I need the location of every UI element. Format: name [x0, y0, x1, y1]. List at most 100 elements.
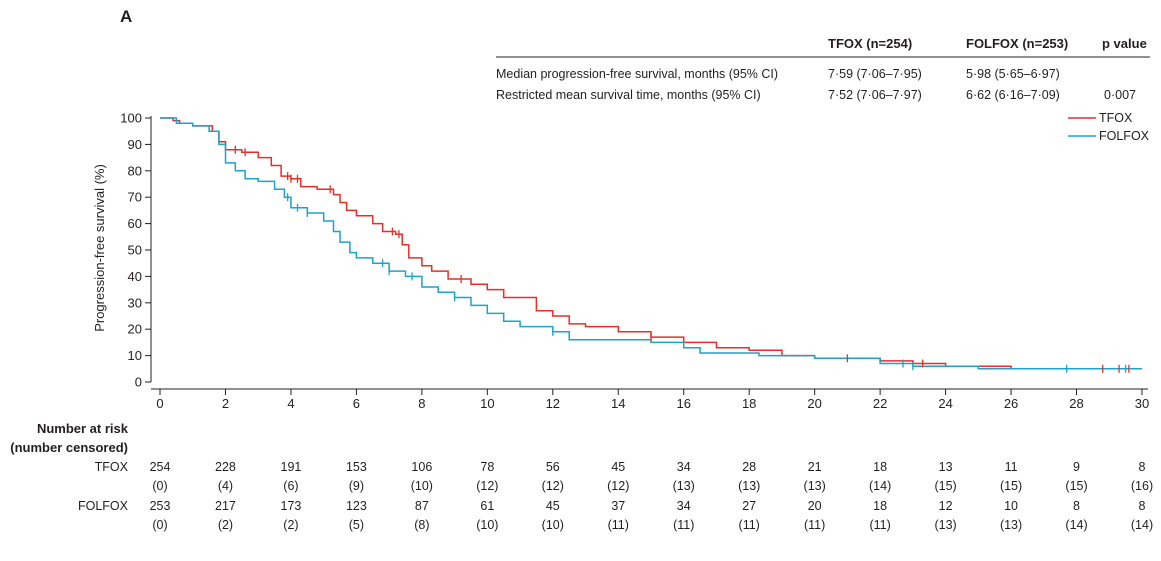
risk-censored-tfox: (12) — [476, 479, 498, 493]
y-tick-label: 0 — [135, 375, 142, 390]
risk-at-risk-folfox: 45 — [546, 499, 560, 513]
x-tick-label: 6 — [353, 396, 360, 411]
risk-censored-tfox: (15) — [1065, 479, 1087, 493]
risk-censored-folfox: (0) — [152, 518, 167, 532]
risk-at-risk-tfox: 9 — [1073, 460, 1080, 474]
risk-table-title: Number at risk — [37, 421, 129, 436]
legend-label-folfox: FOLFOX — [1099, 129, 1150, 143]
risk-censored-tfox: (13) — [673, 479, 695, 493]
x-tick-label: 8 — [418, 396, 425, 411]
table-cell-tfox: 7·59 (7·06–7·95) — [828, 67, 922, 81]
y-tick-label: 60 — [128, 216, 142, 231]
x-tick-label: 14 — [611, 396, 625, 411]
table-cell-folfox: 5·98 (5·65–6·97) — [966, 67, 1060, 81]
table-cell-tfox: 7·52 (7·06–7·97) — [828, 88, 922, 102]
risk-table-subtitle: (number censored) — [10, 440, 128, 455]
risk-at-risk-folfox: 8 — [1073, 499, 1080, 513]
risk-at-risk-folfox: 87 — [415, 499, 429, 513]
risk-at-risk-folfox: 18 — [873, 499, 887, 513]
survival-curve-tfox — [160, 117, 1142, 370]
x-tick-label: 12 — [546, 396, 560, 411]
risk-at-risk-folfox: 12 — [939, 499, 953, 513]
y-tick-label: 10 — [128, 348, 142, 363]
risk-at-risk-tfox: 228 — [215, 460, 236, 474]
risk-censored-tfox: (12) — [542, 479, 564, 493]
risk-censored-tfox: (15) — [1000, 479, 1022, 493]
risk-row-name-folfox: FOLFOX — [78, 499, 129, 513]
risk-censored-folfox: (11) — [673, 518, 694, 532]
risk-at-risk-tfox: 28 — [742, 460, 756, 474]
x-tick-label: 24 — [938, 396, 952, 411]
summary-table: TFOX (n=254) FOLFOX (n=253) p value Medi… — [496, 36, 1150, 102]
risk-censored-folfox: (11) — [608, 518, 629, 532]
risk-at-risk-tfox: 11 — [1005, 460, 1018, 474]
risk-at-risk-folfox: 217 — [215, 499, 236, 513]
y-tick-label: 80 — [128, 163, 142, 178]
risk-censored-folfox: (5) — [349, 518, 364, 532]
table-header-pvalue: p value — [1102, 36, 1147, 51]
legend-label-tfox: TFOX — [1099, 111, 1133, 125]
risk-at-risk-tfox: 13 — [939, 460, 953, 474]
risk-at-risk-tfox: 106 — [411, 460, 432, 474]
y-tick-label: 90 — [128, 137, 142, 152]
risk-censored-tfox: (13) — [738, 479, 760, 493]
risk-at-risk-tfox: 8 — [1139, 460, 1146, 474]
table-header-folfox: FOLFOX (n=253) — [966, 36, 1068, 51]
risk-at-risk-tfox: 254 — [150, 460, 171, 474]
survival-curve-folfox — [160, 117, 1142, 370]
x-tick-label: 0 — [156, 396, 163, 411]
table-row-label: Median progression-free survival, months… — [496, 67, 778, 81]
risk-censored-folfox: (13) — [934, 518, 956, 532]
table-row-label: Restricted mean survival time, months (9… — [496, 88, 761, 102]
y-tick-label: 100 — [120, 111, 142, 126]
risk-table-cells: 254 (0) 228 (4) 191 (6) 153 (9) 106 (10) 78 (12) 56 (… — [150, 460, 1154, 532]
survival-curves — [160, 117, 1142, 370]
risk-censored-folfox: (11) — [804, 518, 825, 532]
risk-at-risk-folfox: 20 — [808, 499, 822, 513]
risk-at-risk-tfox: 45 — [611, 460, 625, 474]
risk-censored-tfox: (12) — [607, 479, 629, 493]
risk-censored-folfox: (11) — [869, 518, 890, 532]
x-tick-label: 22 — [873, 396, 887, 411]
risk-censored-folfox: (13) — [1000, 518, 1022, 532]
risk-censored-tfox: (16) — [1131, 479, 1153, 493]
risk-at-risk-tfox: 56 — [546, 460, 560, 474]
x-tick-label: 2 — [222, 396, 229, 411]
risk-at-risk-folfox: 61 — [480, 499, 494, 513]
risk-at-risk-folfox: 123 — [346, 499, 367, 513]
risk-censored-tfox: (6) — [283, 479, 298, 493]
risk-at-risk-tfox: 21 — [808, 460, 822, 474]
risk-censored-folfox: (2) — [283, 518, 298, 532]
risk-censored-tfox: (9) — [349, 479, 364, 493]
x-tick-label: 16 — [676, 396, 690, 411]
x-tick-label: 20 — [807, 396, 821, 411]
risk-at-risk-folfox: 34 — [677, 499, 691, 513]
risk-censored-tfox: (15) — [934, 479, 956, 493]
risk-table: Number at risk (number censored) TFOX FO… — [10, 421, 1153, 532]
risk-censored-folfox: (8) — [414, 518, 429, 532]
panel-label: A — [120, 7, 132, 26]
risk-at-risk-tfox: 34 — [677, 460, 691, 474]
risk-censored-folfox: (10) — [476, 518, 498, 532]
y-axis-label: Progression-free survival (%) — [92, 164, 107, 332]
risk-at-risk-tfox: 153 — [346, 460, 367, 474]
risk-censored-folfox: (14) — [1131, 518, 1153, 532]
y-tick-label: 50 — [128, 243, 142, 258]
risk-at-risk-tfox: 191 — [281, 460, 302, 474]
risk-censored-tfox: (10) — [411, 479, 433, 493]
risk-censored-tfox: (13) — [804, 479, 826, 493]
y-tick-label: 20 — [128, 322, 142, 337]
risk-censored-folfox: (2) — [218, 518, 233, 532]
risk-at-risk-folfox: 10 — [1004, 499, 1018, 513]
risk-at-risk-folfox: 27 — [742, 499, 756, 513]
x-tick-label: 10 — [480, 396, 494, 411]
table-header-tfox: TFOX (n=254) — [828, 36, 912, 51]
y-tick-label: 70 — [128, 190, 142, 205]
table-cell-pvalue: 0·007 — [1104, 88, 1136, 102]
risk-at-risk-tfox: 18 — [873, 460, 887, 474]
x-tick-label: 4 — [287, 396, 294, 411]
risk-at-risk-folfox: 173 — [281, 499, 302, 513]
risk-at-risk-folfox: 253 — [150, 499, 171, 513]
